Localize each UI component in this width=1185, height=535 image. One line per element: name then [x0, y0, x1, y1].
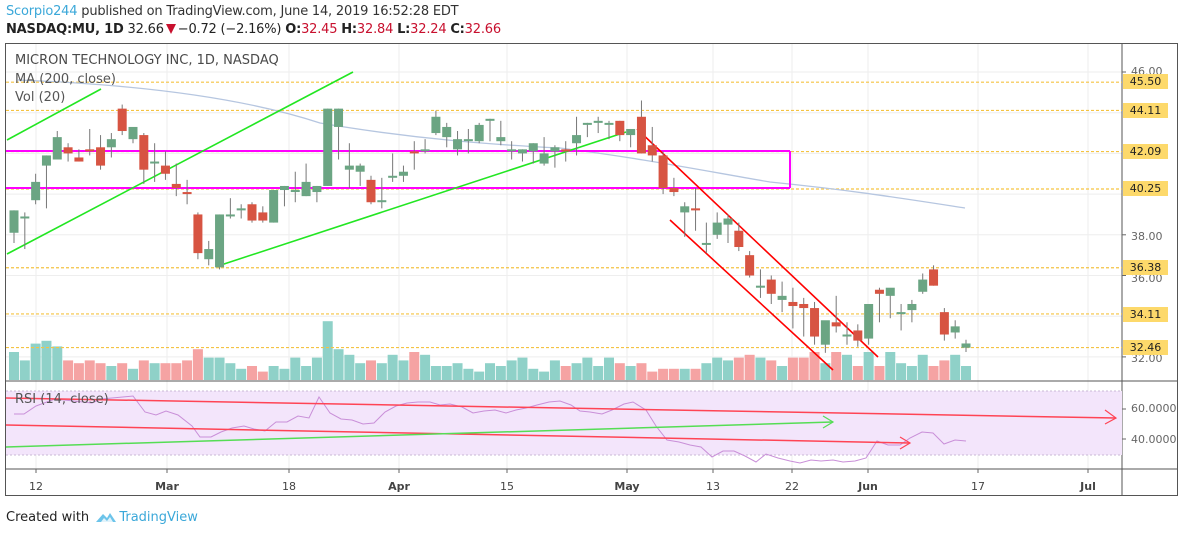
time-axis-label: 18: [282, 480, 296, 493]
ma200-line: [17, 79, 966, 209]
time-axis-label: 22: [785, 480, 799, 493]
volume-bars: [9, 321, 971, 380]
uptrend-line-1a[interactable]: [6, 88, 102, 141]
rsi-line: [14, 395, 967, 464]
symbol-quote-line: NASDAQ:MU, 1D 32.66 −0.72 (−2.16%) O:32.4…: [6, 22, 501, 37]
time-axis-label: 17: [971, 480, 985, 493]
uptrend-line-2[interactable]: [220, 131, 627, 266]
rsi-arrow-head-2: [899, 436, 912, 450]
high-label: H:: [341, 22, 357, 37]
publish-info: Scorpio244 published on TradingView.com,…: [6, 4, 459, 19]
chart-title-legend: MICRON TECHNOLOGY INC, 1D, NASDAQ: [15, 53, 279, 68]
open-value: 32.45: [301, 22, 338, 37]
rsi-green-trendline[interactable]: [5, 421, 834, 448]
level-label[interactable]: 32.46: [1123, 340, 1168, 355]
price-tick-38: 38.00: [1131, 230, 1163, 243]
rsi-tick-60: 60.0000: [1131, 402, 1177, 415]
level-label[interactable]: 45.50: [1123, 74, 1168, 89]
symbol-label: NASDAQ:MU, 1D: [6, 22, 124, 37]
level-label[interactable]: 44.11: [1123, 103, 1168, 118]
time-axis-label: Apr: [388, 480, 410, 493]
high-value: 32.84: [356, 22, 394, 37]
close-value: 32.66: [464, 22, 501, 37]
downtrend-line-upper[interactable]: [636, 128, 879, 358]
down-triangle-icon: [165, 24, 176, 34]
close-label: C:: [450, 22, 465, 37]
tradingview-logo-icon: [95, 510, 117, 528]
low-value: 32.24: [410, 22, 447, 37]
time-axis-label: Jun: [858, 480, 878, 493]
time-axis-label: 15: [500, 480, 514, 493]
time-axis-label: 13: [706, 480, 720, 493]
footer: Created with TradingView: [6, 510, 198, 528]
uptrend-line-1b[interactable]: [6, 71, 354, 255]
rsi-arrow-head-1: [1104, 409, 1118, 425]
rsi-tick-40: 40.0000: [1131, 433, 1177, 446]
horizontal-levels: [6, 81, 1122, 349]
open-label: O:: [285, 22, 302, 37]
time-axis-label: May: [614, 480, 640, 493]
rsi-resistance-trendline[interactable]: [5, 397, 1117, 419]
level-label[interactable]: 42.09: [1123, 144, 1168, 159]
level-label[interactable]: 36.38: [1123, 260, 1168, 275]
price-tick-36: 36.00: [1131, 272, 1163, 285]
level-label[interactable]: 34.11: [1123, 307, 1168, 322]
level-label[interactable]: 40.25: [1123, 181, 1168, 196]
price-tick-32: 32.00: [1131, 352, 1163, 365]
time-axis-label: Jul: [1080, 480, 1096, 493]
publisher-link[interactable]: Scorpio244: [6, 4, 78, 19]
axis-ticks: [35, 71, 1126, 473]
created-with-text: Created with: [6, 510, 90, 525]
candlesticks: [9, 100, 971, 353]
volume-legend[interactable]: Vol (20): [15, 90, 66, 105]
published-text: published on TradingView.com, June 14, 2…: [77, 4, 459, 19]
price-change: −0.72 (−2.16%): [177, 22, 282, 37]
chart-frame: [5, 43, 1178, 496]
last-price: 32.66: [127, 22, 164, 37]
low-label: L:: [397, 22, 411, 37]
rsi-legend[interactable]: RSI (14, close): [15, 392, 109, 407]
time-axis-label: Mar: [155, 480, 179, 493]
ma-legend[interactable]: MA (200, close): [15, 72, 116, 87]
time-axis-label: 12: [29, 480, 43, 493]
downtrend-line-lower[interactable]: [669, 219, 834, 371]
tradingview-link[interactable]: TradingView: [119, 510, 198, 525]
rsi-arrow-head-green: [822, 415, 835, 429]
